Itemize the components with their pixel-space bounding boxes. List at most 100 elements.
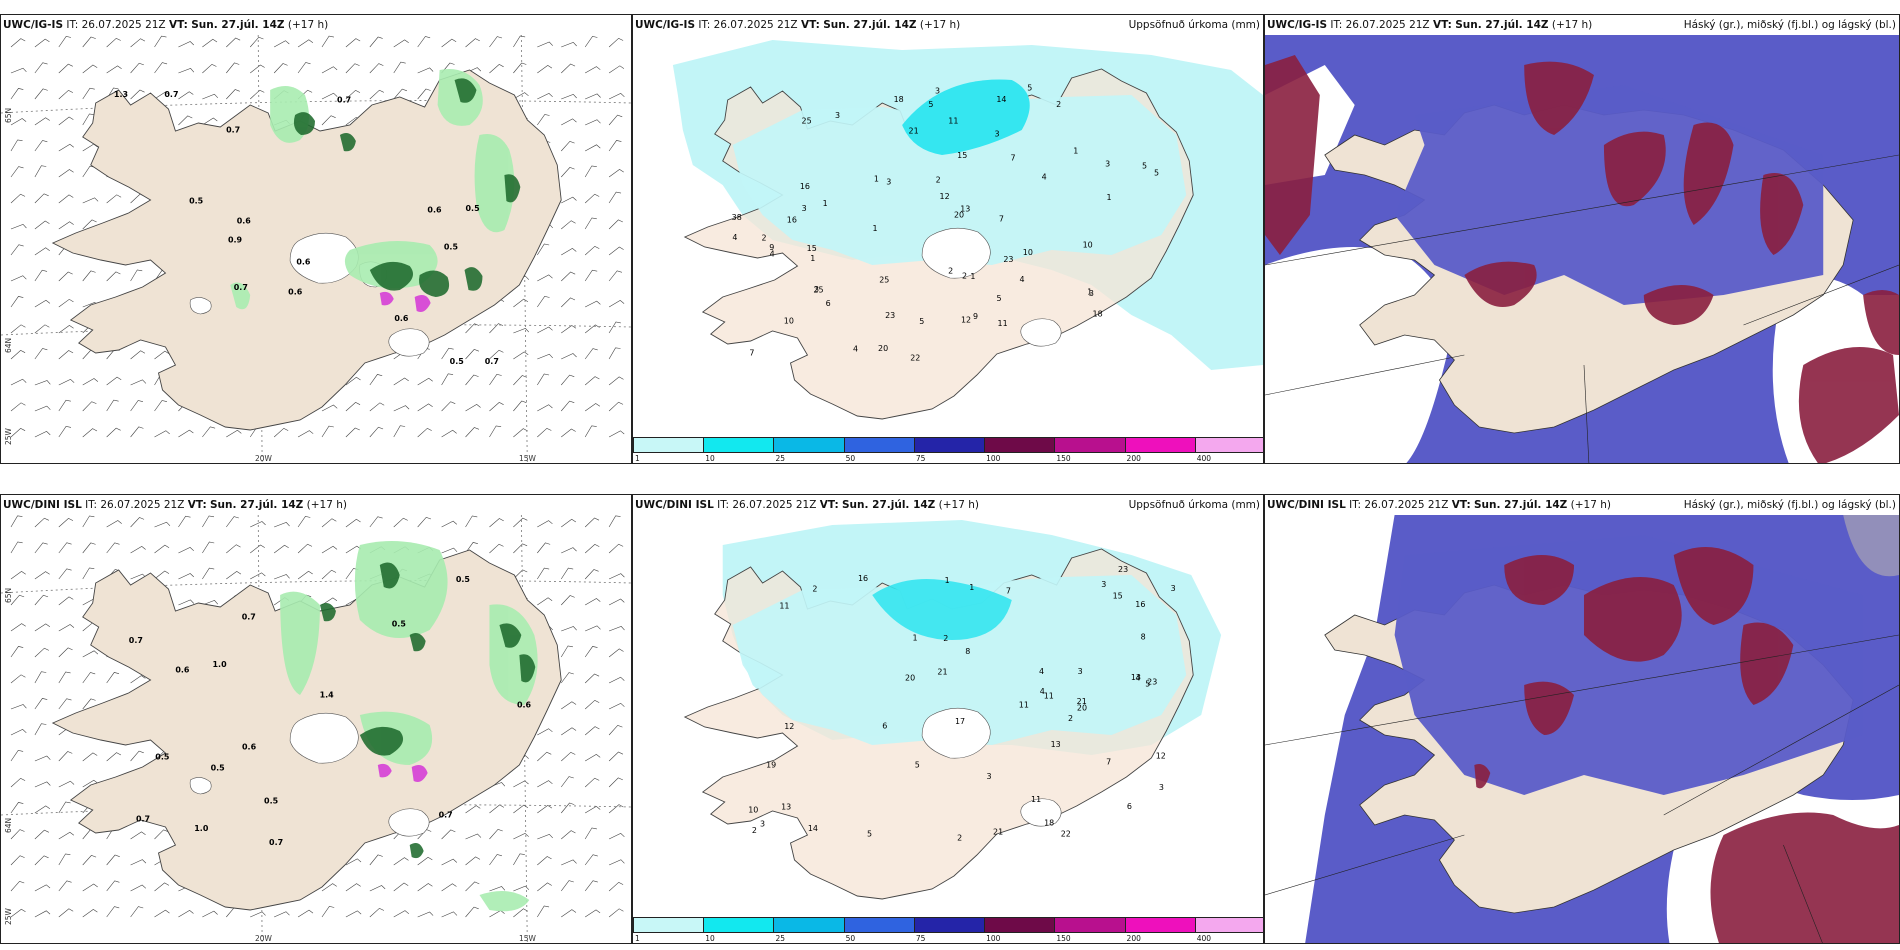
wind-barb	[560, 140, 575, 152]
colorbar-swatch	[984, 437, 1056, 453]
wind-barb	[561, 428, 576, 438]
colorbar-tick-label: 75	[915, 934, 926, 943]
wind-barb	[82, 752, 98, 762]
wind-barb	[10, 908, 26, 918]
wind-barb	[417, 36, 431, 48]
mid-cloud-areas	[1474, 547, 1899, 943]
lon-label-right: 15W	[519, 454, 536, 463]
wind-barb	[250, 521, 266, 528]
precip-value: 12	[1156, 751, 1166, 760]
wind-barb	[82, 672, 96, 684]
wind-barb	[130, 859, 147, 866]
wind-barb	[130, 269, 143, 282]
wind-precip-map: 0.5 0.5 0.7 0.7 0.6 0.5 0.6 0.7 0.5 0.5 0.6 0.7 1.0 1…	[1, 515, 631, 943]
precip-value: 3	[935, 87, 940, 96]
wind-barb	[584, 403, 601, 412]
precip-value: 3	[1078, 667, 1083, 676]
precip-value: 1.4	[320, 690, 335, 699]
wind-barb	[58, 116, 74, 126]
wind-barb	[369, 89, 385, 100]
wind-barb	[584, 193, 600, 204]
precip-value: 4	[1040, 687, 1045, 696]
precip-value: 9	[769, 243, 774, 252]
wind-barb	[608, 219, 623, 230]
wind-barb	[584, 673, 600, 684]
wind-barb	[369, 36, 383, 48]
wind-barb	[441, 520, 458, 528]
wind-barb	[297, 62, 311, 74]
it-value: 26.07.2025 21Z	[1345, 19, 1430, 31]
wind-barb	[82, 542, 96, 554]
wind-barb	[513, 832, 529, 840]
wind-barb	[537, 243, 550, 256]
wind-barb	[608, 37, 624, 48]
panel-title: Háský (gr.), miðský (fj.bl.) og lágský (…	[1683, 499, 1896, 511]
colorbar-tick-label: 200	[1126, 454, 1141, 463]
wind-barb	[584, 324, 600, 334]
precip-value: 3	[835, 111, 840, 120]
wind-barb	[513, 92, 529, 100]
wind-barb	[34, 542, 48, 554]
wind-barb	[34, 140, 48, 152]
wind-barb	[441, 883, 457, 892]
colorbar-swatch	[703, 437, 775, 453]
wind-barb	[58, 568, 72, 580]
wind-barb	[82, 650, 99, 658]
wind-barb	[130, 750, 144, 762]
precip-value: 4	[1136, 673, 1141, 682]
wind-barb	[489, 543, 504, 554]
wind-barb	[130, 62, 144, 74]
wind-barb	[608, 598, 625, 606]
wind-barb	[393, 517, 408, 528]
wind-barb	[585, 144, 601, 152]
precip-value: 21	[1077, 697, 1087, 706]
panel-cloud-ig: UWC/IG-IS IT: 26.07.2025 21Z VT: Sun. 27…	[1264, 14, 1900, 464]
wind-barb	[10, 674, 26, 684]
wind-barb	[321, 35, 335, 48]
precip-value: 0.7	[269, 838, 283, 847]
it-label: IT:	[66, 19, 79, 31]
precip-value: 0.7	[226, 125, 240, 134]
wind-barb	[106, 854, 120, 866]
precip-value: 12	[784, 722, 794, 731]
precip-value: 9	[973, 312, 978, 321]
wind-barb	[106, 880, 120, 892]
lon-label-mid: 20W	[255, 454, 272, 463]
wind-barb	[58, 399, 71, 412]
wind-barb	[513, 351, 529, 360]
precip-value: 3	[1089, 289, 1094, 298]
wind-barb	[154, 62, 168, 74]
wind-barb	[58, 853, 71, 866]
precip-value: 7	[1106, 757, 1111, 766]
precip-value: 11	[1031, 795, 1041, 804]
wind-barb	[560, 167, 575, 178]
precip-value: 13	[1131, 673, 1141, 682]
precip-values: 1023121133423420221818382520115211312239…	[732, 83, 1159, 362]
precip-value: 4	[1042, 172, 1047, 181]
precip-value: 14	[996, 95, 1006, 104]
wind-barb	[82, 909, 98, 918]
precip-value: 0.7	[129, 636, 143, 645]
precip-value: 3	[802, 204, 807, 213]
wind-barb	[58, 780, 75, 788]
wind-barb	[345, 427, 360, 438]
wind-barb	[465, 374, 479, 386]
wind-barb	[178, 429, 194, 438]
wind-barb	[10, 166, 24, 178]
wind-barb	[58, 89, 74, 100]
wind-barb	[178, 115, 193, 126]
precip-value: 0.6	[237, 216, 252, 225]
wind-barb	[226, 37, 241, 48]
wind-barb	[560, 645, 573, 658]
panel-wind-ig: UWC/IG-IS IT: 26.07.2025 21Z VT: Sun. 27…	[0, 14, 632, 464]
lat-label-top: 65N	[4, 107, 13, 123]
panel-header: UWC/IG-IS IT: 26.07.2025 21Z VT: Sun. 27…	[1, 15, 631, 35]
wind-barb	[10, 428, 26, 438]
wind-barb	[34, 324, 50, 334]
lat-label-top: 65N	[4, 587, 13, 603]
glaciers	[189, 712, 430, 837]
wind-barb	[34, 781, 51, 788]
precip-value: 2	[1056, 100, 1061, 109]
colorbar: 1 10 25 50 75 100 150 200 400	[633, 915, 1263, 943]
wind-barb	[537, 728, 553, 736]
